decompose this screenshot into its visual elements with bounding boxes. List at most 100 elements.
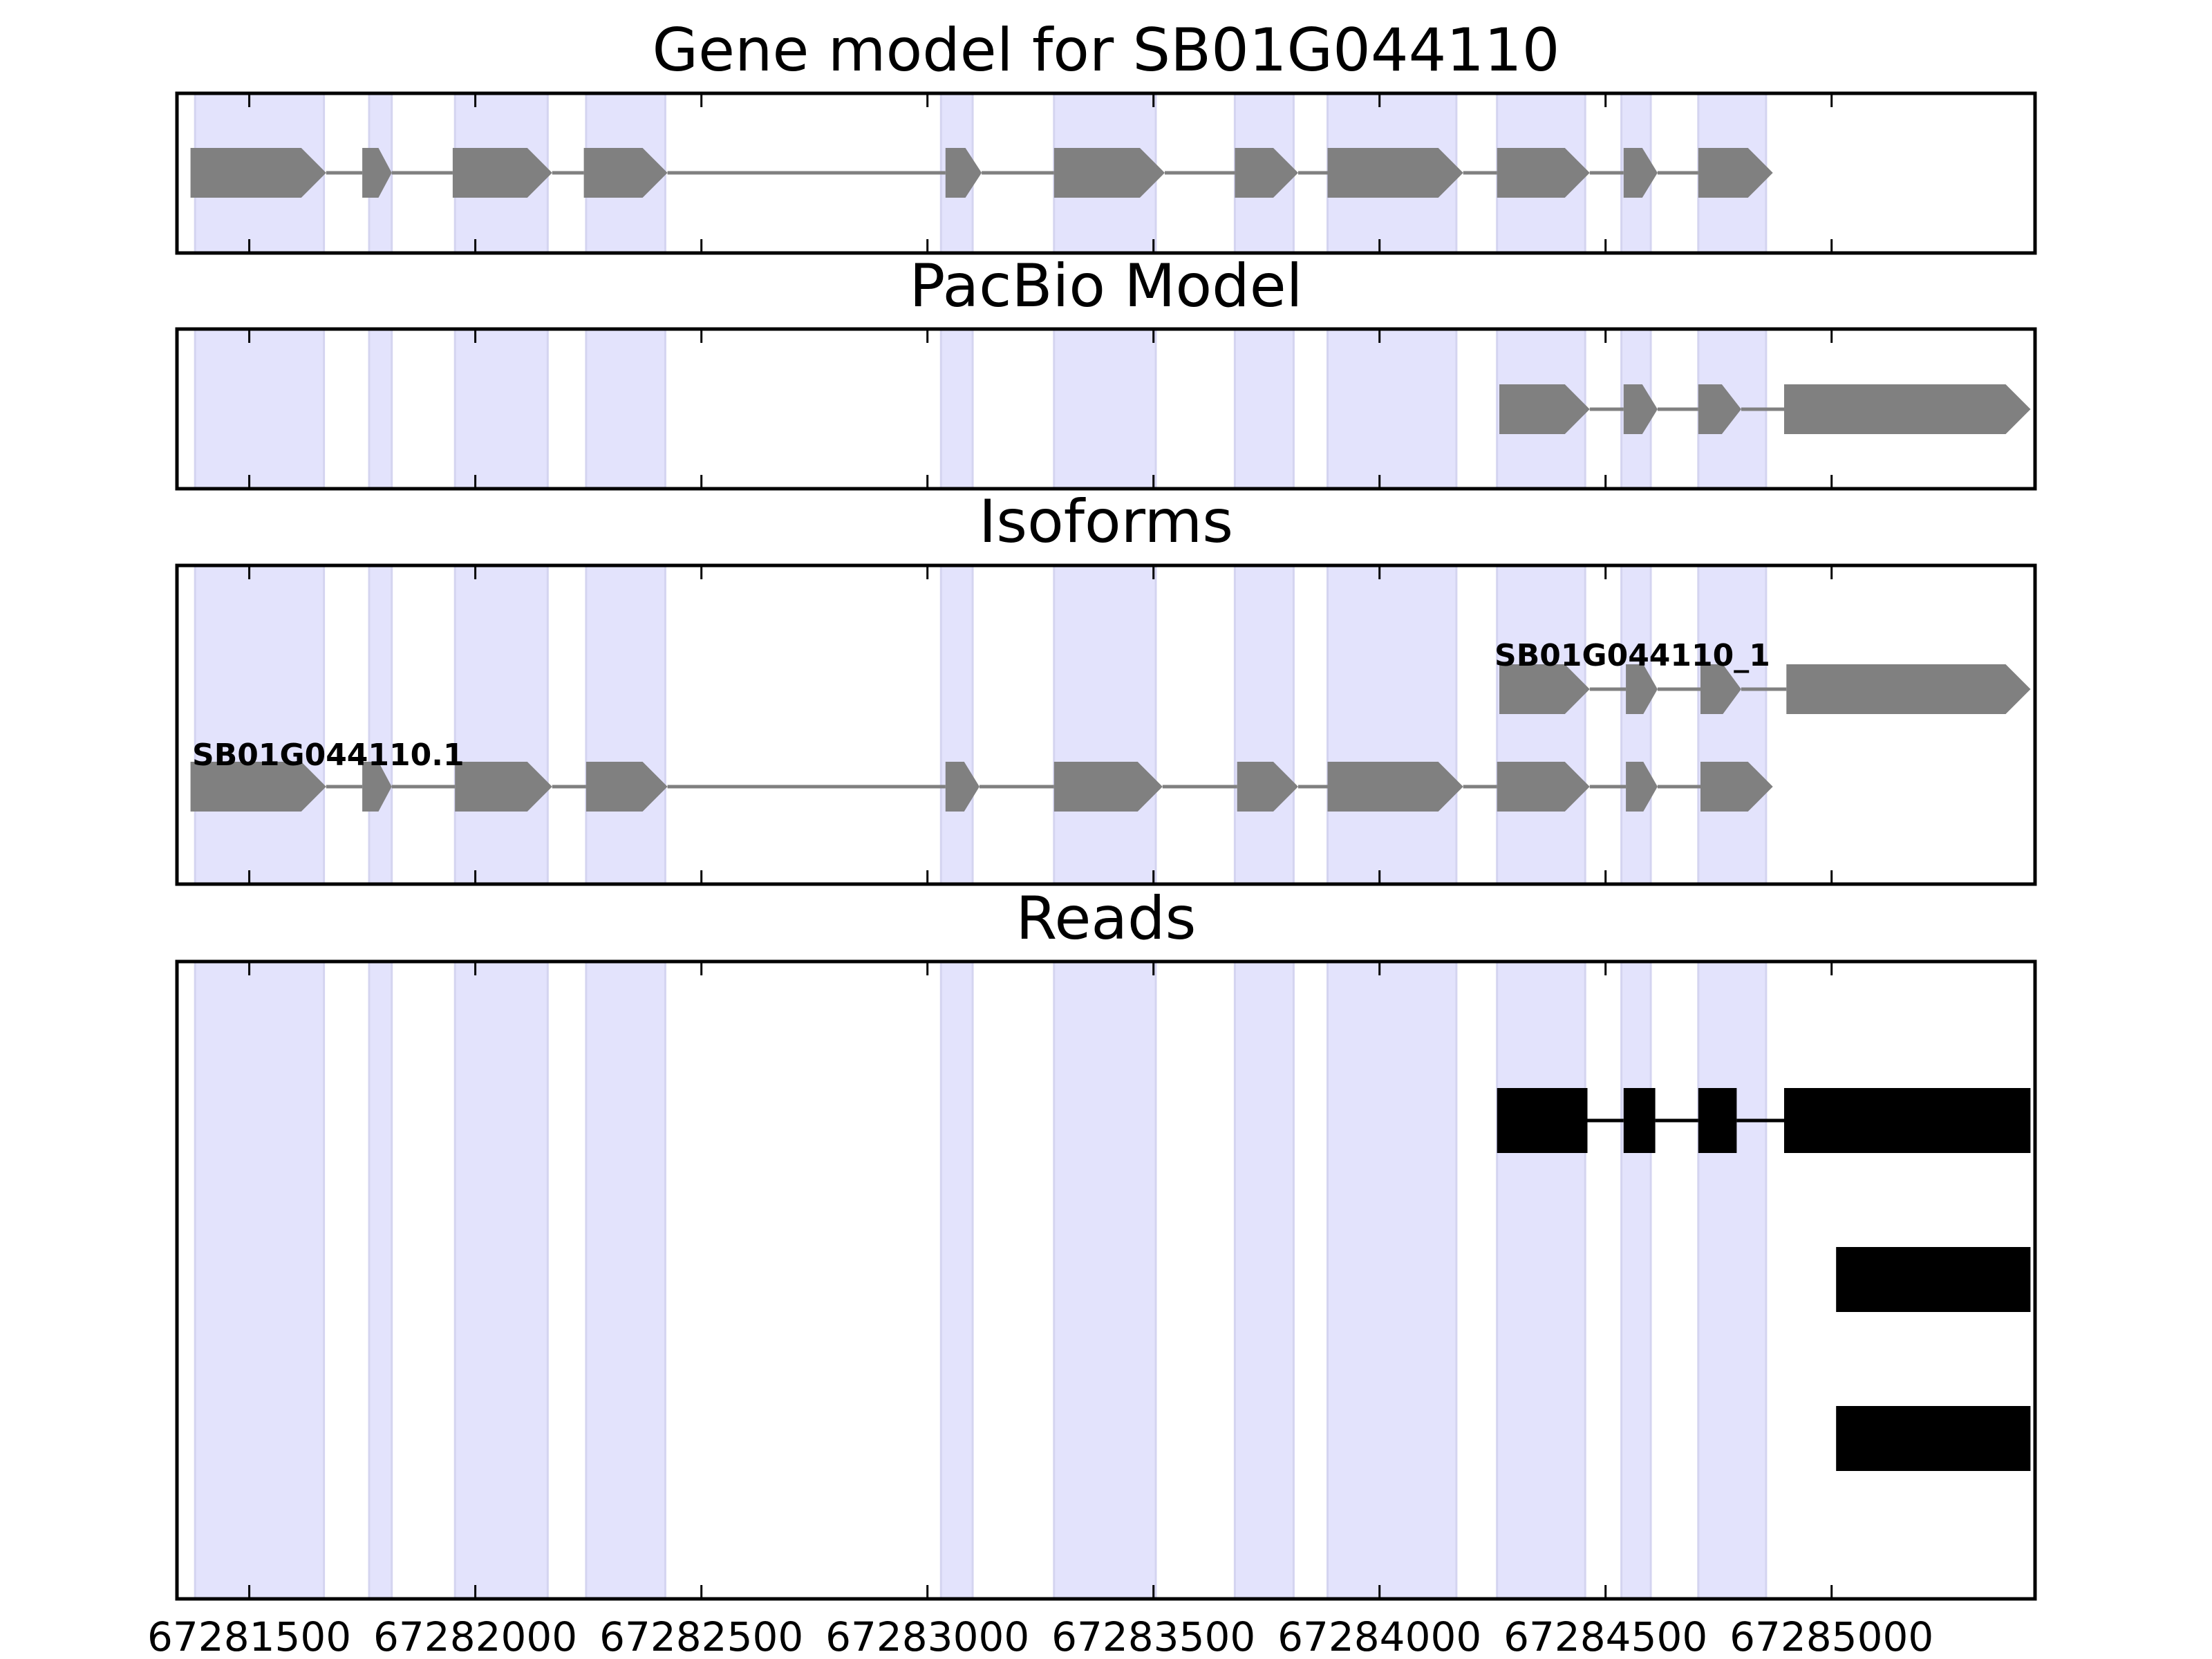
exon-highlight-region <box>453 960 549 1600</box>
pacbio-model-title: PacBio Model <box>909 252 1302 321</box>
exon-highlight-region <box>194 960 326 1600</box>
x-axis-tick-labels: 67281500 67282000 67282500 67283000 67283500… <box>147 1613 1933 1659</box>
exon-highlight-region <box>1697 564 1768 885</box>
read-block <box>1836 1247 2031 1312</box>
x-tick-label: 67282500 <box>599 1613 803 1659</box>
exon-highlight-region <box>368 564 393 885</box>
exon-highlight-region <box>585 564 666 885</box>
x-tick-label: 67283000 <box>825 1613 1029 1659</box>
exon-highlight-region <box>939 328 974 490</box>
exon-highlight-region <box>194 328 326 490</box>
gene-model-features <box>190 148 1773 198</box>
pacbio-model-frame <box>175 327 2037 491</box>
read-block <box>1698 1088 1737 1153</box>
exon-highlight-region <box>453 328 549 490</box>
exon-highlight-region <box>194 564 326 885</box>
exon-feature <box>1698 384 1741 434</box>
reads-ticks <box>248 962 1833 1599</box>
exon-feature <box>190 148 326 198</box>
exon-feature <box>452 148 552 198</box>
exon-feature <box>1700 664 1741 714</box>
read-block <box>1784 1088 2031 1153</box>
exon-highlight-region <box>939 960 974 1600</box>
gene-model-title: Gene model for SB01G044110 <box>653 16 1560 85</box>
exon-feature <box>455 762 552 812</box>
exon-highlight-region <box>1053 564 1157 885</box>
exon-feature <box>362 762 392 812</box>
exon-feature <box>1053 762 1163 812</box>
reads-exon-highlights <box>194 960 1768 1600</box>
exon-feature <box>1698 148 1773 198</box>
gene-model-panel: Gene model for SB01G044110 <box>175 16 2037 255</box>
exon-feature <box>945 148 982 198</box>
exon-feature <box>1327 762 1463 812</box>
x-tick-label: 67284500 <box>1503 1613 1707 1659</box>
exon-highlight-region <box>1233 328 1295 490</box>
isoform-label-sb01g044110-underscore-1: SB01G044110_1 <box>1494 638 1770 673</box>
exon-feature <box>1237 762 1298 812</box>
exon-highlight-region <box>1620 960 1652 1600</box>
exon-highlight-region <box>1620 564 1652 885</box>
exon-highlight-region <box>1053 328 1157 490</box>
exon-highlight-region <box>1327 328 1458 490</box>
isoforms-panel: Isoforms SB01G044110_1 SB01G044110.1 <box>175 487 2037 886</box>
read-block <box>1623 1088 1656 1153</box>
isoform-label-sb01g044110-dot-1: SB01G044110.1 <box>192 738 465 773</box>
exon-highlight-region <box>368 328 393 490</box>
exon-highlight-region <box>1233 960 1295 1600</box>
read-block <box>1497 1088 1588 1153</box>
exon-highlight-region <box>1053 960 1157 1600</box>
exon-feature <box>190 762 326 812</box>
exon-highlight-region <box>585 960 666 1600</box>
isoforms-ticks <box>248 565 1833 884</box>
pacbio-model-panel: PacBio Model <box>175 252 2037 491</box>
exon-feature <box>1784 384 2031 434</box>
exon-feature <box>945 762 980 812</box>
isoforms-features <box>190 664 2031 812</box>
exon-highlight-region <box>1327 564 1458 885</box>
exon-feature <box>1700 762 1773 812</box>
exon-highlight-region <box>1327 960 1458 1600</box>
exon-highlight-region <box>585 328 666 490</box>
exon-highlight-region <box>1496 960 1586 1600</box>
exon-feature <box>583 148 668 198</box>
isoforms-exon-highlights <box>194 564 1768 885</box>
gene-model-ticks <box>248 93 1833 253</box>
read-block <box>1836 1406 2031 1471</box>
exon-highlight-region <box>1697 960 1768 1600</box>
exon-feature <box>1053 148 1165 198</box>
x-tick-label: 67284000 <box>1277 1613 1481 1659</box>
exon-feature <box>1497 762 1590 812</box>
exon-feature <box>1623 384 1658 434</box>
isoforms-title: Isoforms <box>979 487 1233 556</box>
reads-frame <box>175 959 2037 1601</box>
gene-model-frame <box>175 91 2037 255</box>
exon-highlight-region <box>1496 564 1586 885</box>
exon-highlight-region <box>368 960 393 1600</box>
exon-highlight-region <box>939 564 974 885</box>
exon-feature <box>1499 384 1590 434</box>
exon-feature <box>362 148 392 198</box>
exon-feature <box>1786 664 2031 714</box>
exon-highlight-region <box>453 564 549 885</box>
pacbio-model-ticks <box>248 329 1833 489</box>
exon-feature <box>1327 148 1463 198</box>
pacbio-model-features <box>1499 384 2031 434</box>
exon-feature <box>1623 148 1658 198</box>
exon-feature <box>1499 664 1590 714</box>
exon-feature <box>1626 664 1658 714</box>
x-tick-label: 67283500 <box>1051 1613 1255 1659</box>
exon-feature <box>1497 148 1590 198</box>
x-tick-label: 67282000 <box>373 1613 577 1659</box>
reads-title: Reads <box>1016 884 1197 953</box>
exon-feature <box>1626 762 1658 812</box>
isoforms-frame <box>175 563 2037 886</box>
x-tick-label: 67285000 <box>1730 1613 1933 1659</box>
exon-highlight-region <box>1233 564 1295 885</box>
reads-features <box>1497 1088 2031 1471</box>
reads-panel: Reads <box>175 884 2037 1601</box>
x-tick-label: 67281500 <box>147 1613 351 1659</box>
exon-feature <box>1235 148 1298 198</box>
exon-feature <box>585 762 668 812</box>
